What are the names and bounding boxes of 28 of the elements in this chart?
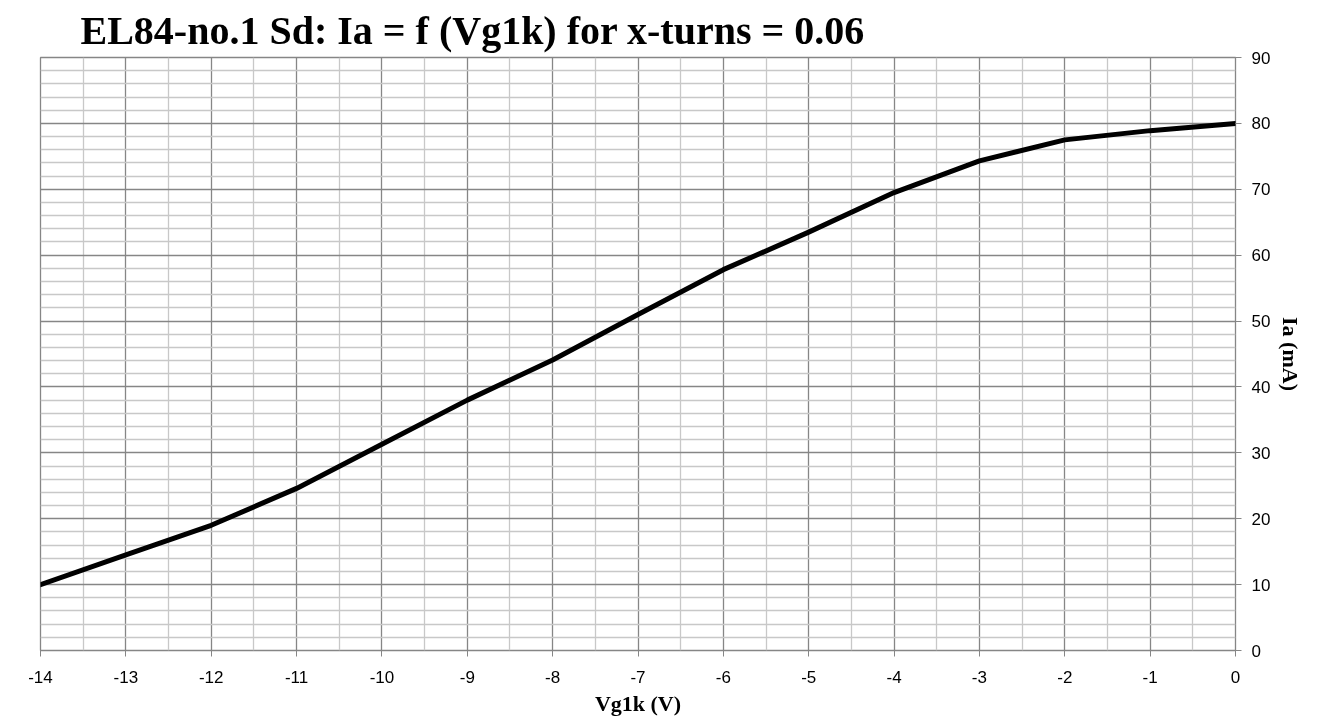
x-tick-label: -4 xyxy=(886,667,902,687)
x-tick-label: -6 xyxy=(715,667,731,687)
x-tick-label: 0 xyxy=(1230,667,1241,687)
x-tick-label: -3 xyxy=(971,667,987,687)
y-axis-title: Ia (mA) xyxy=(1278,317,1304,391)
x-tick-label: -9 xyxy=(459,667,475,687)
y-tick-label: 80 xyxy=(1251,114,1271,134)
y-tick-label: 30 xyxy=(1251,443,1271,463)
y-tick-label: 10 xyxy=(1251,575,1271,595)
chart-title: EL84-no.1 Sd: Ia = f (Vg1k) for x-turns = 0.06 xyxy=(80,7,865,53)
x-tick-label: -2 xyxy=(1057,667,1073,687)
x-tick-label: -12 xyxy=(198,667,224,687)
y-tick-label: 50 xyxy=(1251,312,1271,332)
y-tick-label: 0 xyxy=(1251,641,1261,661)
y-tick-label: 20 xyxy=(1251,509,1271,529)
x-tick-label: -1 xyxy=(1142,667,1158,687)
x-tick-label: -8 xyxy=(545,667,561,687)
x-axis-title: Vg1k (V) xyxy=(594,690,682,716)
x-tick-label: -7 xyxy=(630,667,646,687)
y-tick-label: 90 xyxy=(1251,48,1271,68)
y-tick-label: 70 xyxy=(1251,180,1271,200)
x-tick-label: -13 xyxy=(113,667,139,687)
y-tick-label: 40 xyxy=(1251,377,1271,397)
y-tick-label: 60 xyxy=(1251,246,1271,266)
x-tick-label: -11 xyxy=(284,667,309,687)
x-tick-label: -10 xyxy=(369,667,395,687)
x-tick-label: -5 xyxy=(801,667,817,687)
x-tick-label: -14 xyxy=(28,667,53,687)
